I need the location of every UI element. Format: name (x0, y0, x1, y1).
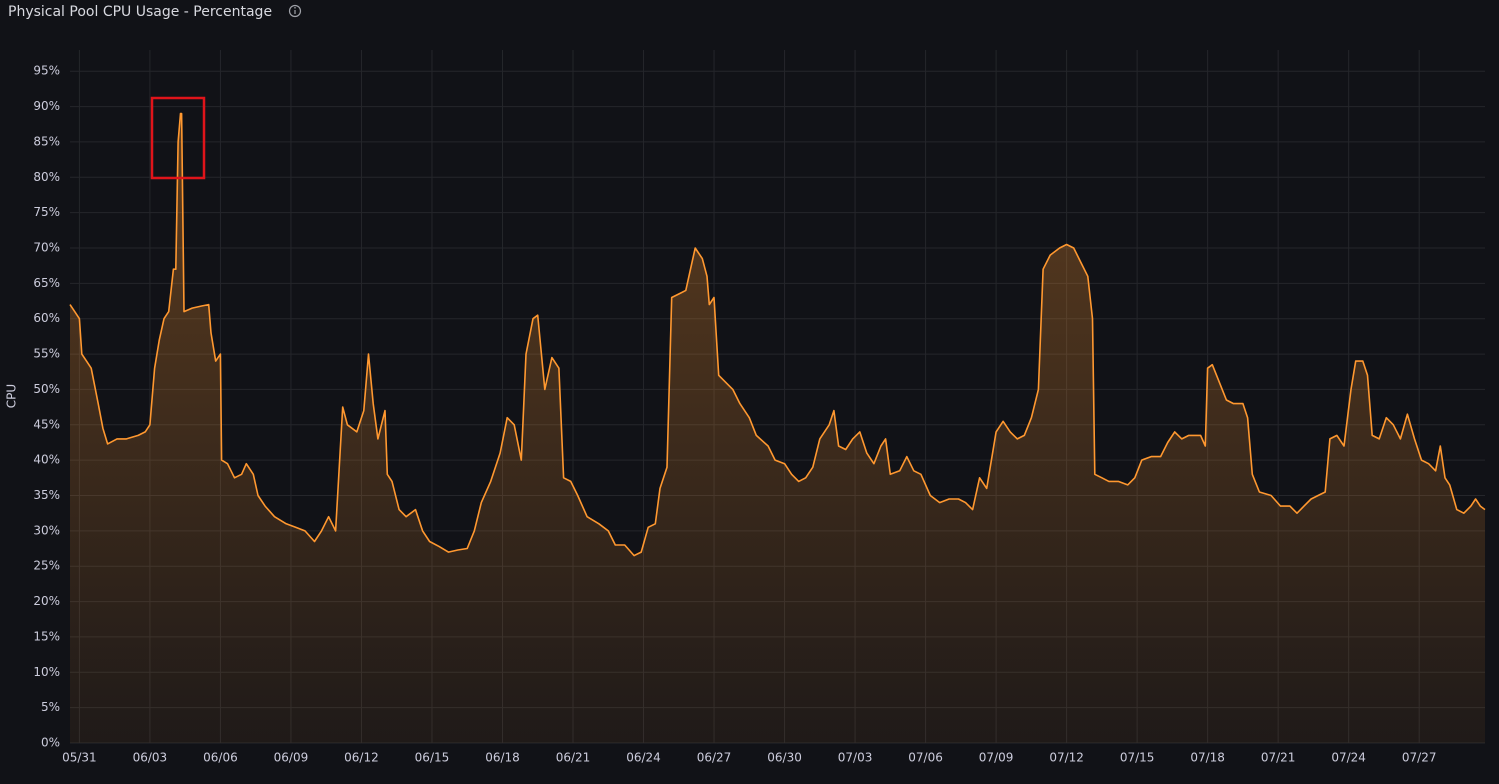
y-tick-label: 55% (33, 347, 60, 361)
y-tick-label: 35% (33, 488, 60, 502)
x-tick-label: 06/12 (344, 751, 379, 765)
y-tick-label: 75% (33, 205, 60, 219)
y-tick-label: 85% (33, 134, 60, 148)
x-tick-label: 07/24 (1331, 751, 1366, 765)
x-tick-label: 07/15 (1120, 751, 1155, 765)
y-tick-label: 50% (33, 382, 60, 396)
x-tick-label: 07/06 (908, 751, 943, 765)
x-tick-label: 07/18 (1190, 751, 1225, 765)
y-tick-label: 95% (33, 64, 60, 78)
x-tick-label: 06/30 (767, 751, 802, 765)
x-tick-label: 06/06 (203, 751, 238, 765)
y-tick-label: 40% (33, 453, 60, 467)
y-tick-label: 65% (33, 276, 60, 290)
y-axis-label: CPU (5, 384, 19, 408)
x-tick-label: 06/24 (626, 751, 661, 765)
y-tick-label: 30% (33, 523, 60, 537)
y-tick-label: 15% (33, 629, 60, 643)
y-tick-label: 20% (33, 594, 60, 608)
area-fill (70, 113, 1485, 744)
y-tick-label: 45% (33, 417, 60, 431)
y-tick-label: 25% (33, 559, 60, 573)
x-tick-label: 06/09 (274, 751, 309, 765)
y-tick-label: 60% (33, 311, 60, 325)
chart-title: Physical Pool CPU Usage - Percentage (8, 4, 272, 20)
line (69, 112, 1486, 557)
y-tick-label: 80% (33, 170, 60, 184)
info-icon[interactable] (288, 4, 302, 18)
x-tick-label: 06/15 (415, 751, 450, 765)
x-tick-label: 06/27 (697, 751, 732, 765)
x-tick-label: 06/21 (556, 751, 591, 765)
y-tick-label: 90% (33, 99, 60, 113)
highlight-box (150, 96, 206, 180)
x-tick-label: 07/03 (838, 751, 873, 765)
x-tick-label: 07/21 (1261, 751, 1296, 765)
x-tick-label: 07/27 (1402, 751, 1437, 765)
x-tick-label: 07/09 (979, 751, 1014, 765)
x-tick-label: 05/31 (62, 751, 97, 765)
x-tick-label: 07/12 (1049, 751, 1084, 765)
y-tick-label: 0% (41, 736, 60, 750)
x-tick-label: 06/18 (485, 751, 520, 765)
x-tick-label: 06/03 (133, 751, 168, 765)
y-tick-label: 5% (41, 700, 60, 714)
y-tick-label: 70% (33, 241, 60, 255)
y-tick-label: 10% (33, 665, 60, 679)
